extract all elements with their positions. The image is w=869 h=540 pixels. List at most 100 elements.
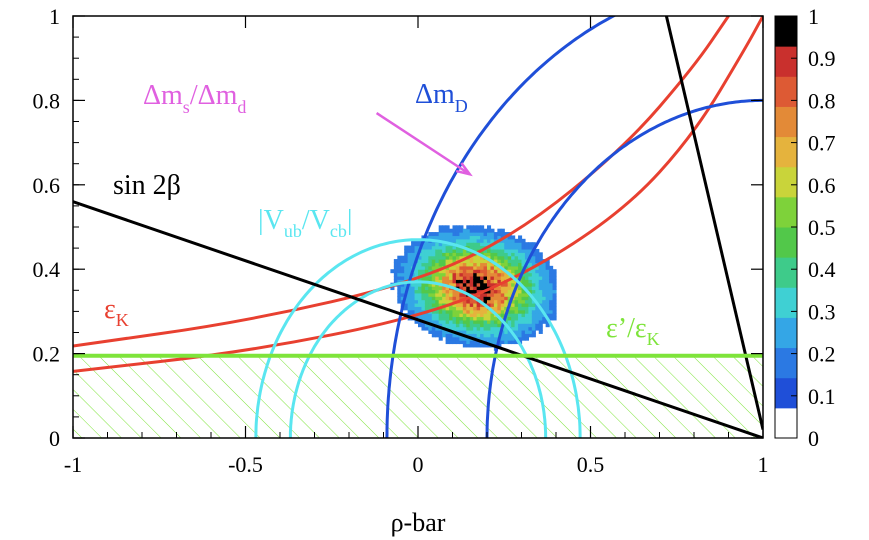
- heatmap-cell: [404, 259, 409, 264]
- heatmap-cell: [528, 329, 533, 334]
- heatmap-cell: [393, 269, 398, 274]
- heatmap-cell: [538, 319, 543, 324]
- heatmap-cell: [480, 326, 485, 331]
- heatmap-cell: [431, 255, 436, 260]
- eps-k-curve-lower: [73, 16, 763, 373]
- heatmap-cell: [414, 265, 419, 270]
- heatmap-cell: [421, 323, 426, 328]
- heatmap-cell: [428, 329, 433, 334]
- heatmap-cell: [418, 289, 423, 294]
- heatmap-cell: [542, 262, 547, 267]
- heatmap-cell: [407, 306, 412, 311]
- x-tick-label: -1: [64, 452, 82, 477]
- annotation-sin2beta: sin 2β: [113, 170, 181, 201]
- heatmap-cell: [404, 248, 409, 253]
- heatmap-cell: [531, 252, 536, 257]
- heatmap-cell: [449, 306, 454, 311]
- heatmap-cell: [476, 228, 481, 233]
- heatmap-cell: [487, 248, 492, 253]
- heatmap-cell: [504, 326, 509, 331]
- heatmap-cell: [473, 265, 478, 270]
- heatmap-cell: [397, 299, 402, 304]
- heatmap-cell: [469, 296, 474, 301]
- heatmap-cell: [504, 296, 509, 301]
- heatmap-cell: [473, 333, 478, 338]
- heatmap-cell: [518, 336, 523, 341]
- heatmap-cell: [500, 286, 505, 291]
- heatmap-cell: [538, 269, 543, 274]
- heatmap-cell: [528, 286, 533, 291]
- heatmap-cell: [418, 259, 423, 264]
- heatmap-cell: [455, 275, 460, 280]
- heatmap-cell: [455, 309, 460, 314]
- heatmap-cell: [466, 323, 471, 328]
- heatmap-cell: [507, 282, 512, 287]
- heatmap-cell: [431, 245, 436, 250]
- heatmap-cell: [487, 329, 492, 334]
- heatmap-cell: [407, 309, 412, 314]
- heatmap-cell: [549, 282, 554, 287]
- heatmap-cell: [473, 306, 478, 311]
- heatmap-cell: [545, 299, 550, 304]
- heatmap-cell: [476, 326, 481, 331]
- heatmap-cell: [445, 296, 450, 301]
- heatmap-cell: [462, 275, 467, 280]
- heatmap-cell: [490, 292, 495, 297]
- heatmap-cell: [455, 282, 460, 287]
- heatmap-cell: [476, 286, 481, 291]
- heatmap-cell: [459, 329, 464, 334]
- heatmap-cell: [518, 245, 523, 250]
- heatmap-cell: [504, 289, 509, 294]
- heatmap-cell: [545, 272, 550, 277]
- colorbar-segment: [775, 317, 797, 349]
- heatmap-cell: [455, 286, 460, 291]
- heatmap-cell: [531, 255, 536, 260]
- heatmap-cell: [449, 289, 454, 294]
- heatmap-cell: [466, 275, 471, 280]
- heatmap-cell: [528, 279, 533, 284]
- heatmap-cell: [466, 282, 471, 287]
- heatmap-cell: [483, 228, 488, 233]
- heatmap-cell: [414, 286, 419, 291]
- heatmap-cell: [455, 323, 460, 328]
- heatmap-cell: [535, 316, 540, 321]
- heatmap-cell: [483, 235, 488, 240]
- heatmap-cell: [424, 245, 429, 250]
- heatmap-cell: [449, 313, 454, 318]
- heatmap-cell: [449, 235, 454, 240]
- heatmap-cell: [466, 259, 471, 264]
- heatmap-cell: [528, 326, 533, 331]
- heatmap-cell: [424, 286, 429, 291]
- heatmap-cell: [497, 286, 502, 291]
- heatmap-cell: [493, 319, 498, 324]
- heatmap-cell: [459, 225, 464, 230]
- heatmap-cell: [497, 245, 502, 250]
- heatmap-cell: [393, 272, 398, 277]
- heatmap-cell: [493, 316, 498, 321]
- heatmap-cell: [531, 333, 536, 338]
- heatmap-cell: [538, 255, 543, 260]
- heatmap-cell: [500, 333, 505, 338]
- heatmap-cell: [521, 309, 526, 314]
- heatmap-cell: [400, 272, 405, 277]
- heatmap-cell: [421, 316, 426, 321]
- heatmap-cell: [545, 323, 550, 328]
- heatmap-cell: [497, 259, 502, 264]
- heatmap-cell: [521, 242, 526, 247]
- colorbar-tick-label: 1: [808, 4, 819, 29]
- heatmap-cell: [455, 340, 460, 345]
- heatmap-cell: [493, 309, 498, 314]
- heatmap-cell: [552, 313, 557, 318]
- heatmap-cell: [431, 313, 436, 318]
- heatmap-cell: [549, 296, 554, 301]
- heatmap-cell: [476, 316, 481, 321]
- heatmap-cell: [469, 269, 474, 274]
- heatmap-cell: [511, 309, 516, 314]
- heatmap-cell: [473, 323, 478, 328]
- heatmap-cell: [459, 313, 464, 318]
- heatmap-cell: [490, 279, 495, 284]
- heatmap-cell: [424, 255, 429, 260]
- heatmap-cell: [421, 245, 426, 250]
- x-tick-label: 0: [413, 452, 424, 477]
- heatmap-cell: [411, 272, 416, 277]
